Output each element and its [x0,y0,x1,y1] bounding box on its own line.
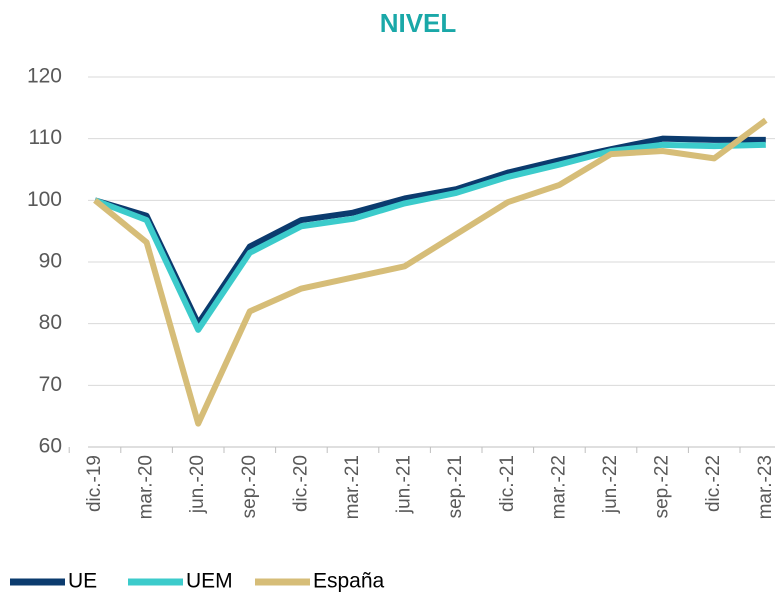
series-line [93,117,768,427]
y-tick-label: 120 [27,65,62,88]
x-tick-label: mar.-21 [342,455,363,519]
legend-label: UEM [186,570,233,593]
y-tick-label: 70 [39,373,62,396]
legend-label: España [313,570,385,593]
y-tick-label: 90 [39,250,62,273]
x-tick-label: jun.-21 [394,455,415,514]
x-tick-label: dic.-19 [84,455,105,512]
y-tick-label: 100 [27,188,62,211]
series-line [94,135,766,327]
x-tick-label: dic.-22 [703,455,724,512]
x-tick-label: dic.-20 [290,455,311,512]
y-tick-label: 110 [29,126,62,149]
x-tick-label: mar.-23 [755,455,776,519]
y-tick-label: 60 [39,435,62,458]
x-tick-label: sep.-21 [445,455,466,518]
y-tick-label: 80 [39,311,62,334]
x-tick-label: mar.-22 [548,455,569,519]
x-tick-label: jun.-22 [600,455,621,514]
x-tick-label: dic.-21 [497,455,518,512]
chart-title: NIVEL [380,8,457,38]
x-tick-label: jun.-20 [187,455,208,514]
x-tick-label: mar.-20 [136,455,157,519]
series-line [93,141,766,333]
x-tick-label: sep.-20 [239,455,260,518]
legend-label: UE [68,570,97,593]
x-tick-label: sep.-22 [652,455,673,518]
